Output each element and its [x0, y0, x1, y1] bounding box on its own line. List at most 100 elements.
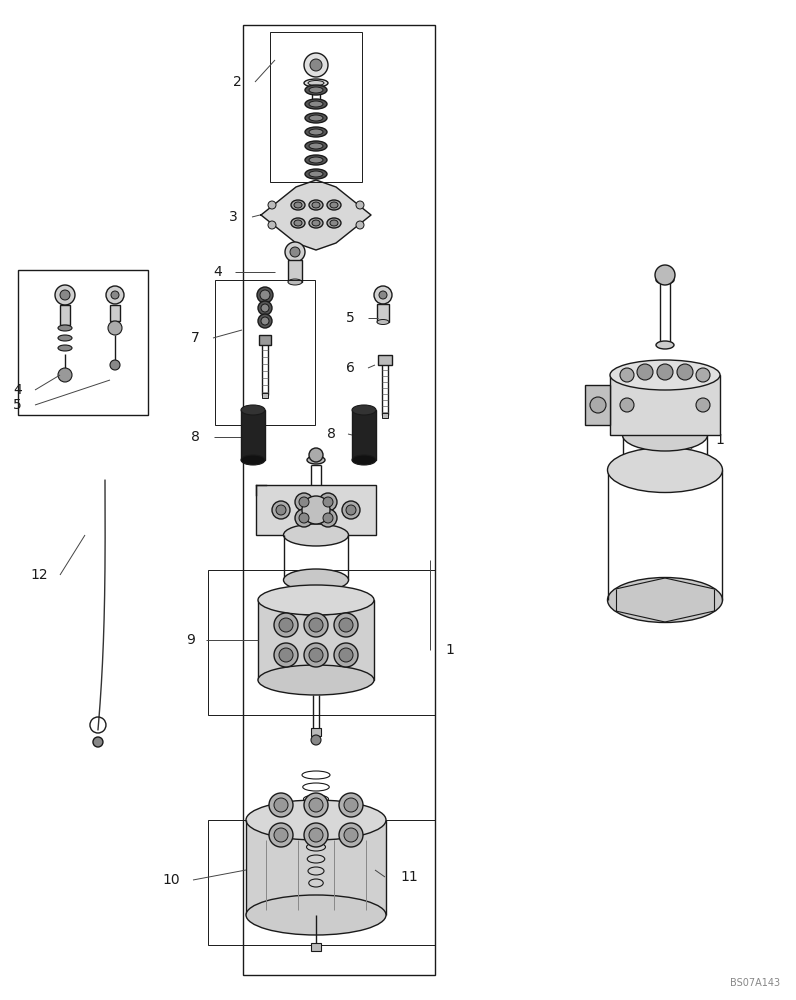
Circle shape: [260, 290, 270, 300]
Circle shape: [304, 793, 328, 817]
Ellipse shape: [304, 79, 328, 87]
Circle shape: [344, 828, 358, 842]
Circle shape: [334, 643, 358, 667]
Circle shape: [290, 247, 300, 257]
Ellipse shape: [283, 524, 349, 546]
Circle shape: [323, 513, 333, 523]
Ellipse shape: [305, 113, 327, 123]
Ellipse shape: [330, 220, 338, 226]
Bar: [270, 32, 362, 182]
Circle shape: [655, 265, 675, 285]
Circle shape: [60, 290, 70, 300]
Bar: [256, 485, 376, 535]
Circle shape: [310, 59, 322, 71]
Bar: [288, 260, 302, 282]
Circle shape: [304, 613, 328, 637]
Bar: [377, 304, 389, 322]
Ellipse shape: [330, 202, 338, 208]
Text: BS07A143: BS07A143: [730, 978, 780, 988]
Bar: [352, 410, 376, 460]
Ellipse shape: [305, 155, 327, 165]
Bar: [382, 413, 388, 418]
Ellipse shape: [246, 800, 386, 840]
Circle shape: [334, 613, 358, 637]
Circle shape: [620, 398, 634, 412]
Circle shape: [339, 618, 353, 632]
Circle shape: [696, 398, 710, 412]
Text: 1: 1: [715, 433, 724, 447]
Circle shape: [272, 501, 290, 519]
Circle shape: [258, 301, 272, 315]
Circle shape: [311, 735, 321, 745]
Ellipse shape: [258, 665, 374, 695]
Circle shape: [261, 317, 269, 325]
Text: 7: 7: [191, 331, 200, 345]
Bar: [378, 355, 392, 365]
Circle shape: [319, 509, 337, 527]
Circle shape: [269, 793, 293, 817]
Circle shape: [339, 793, 363, 817]
Circle shape: [323, 497, 333, 507]
Bar: [246, 820, 386, 915]
Circle shape: [696, 368, 710, 382]
Bar: [258, 600, 374, 680]
Ellipse shape: [312, 220, 320, 226]
Circle shape: [677, 364, 693, 380]
Polygon shape: [261, 180, 371, 250]
Text: 1: 1: [445, 643, 454, 657]
Ellipse shape: [309, 87, 323, 93]
Circle shape: [58, 368, 72, 382]
Ellipse shape: [656, 341, 674, 349]
Ellipse shape: [622, 419, 708, 451]
Bar: [215, 280, 315, 425]
Ellipse shape: [610, 360, 720, 390]
Circle shape: [620, 368, 634, 382]
Circle shape: [111, 291, 119, 299]
Circle shape: [339, 823, 363, 847]
Circle shape: [274, 828, 288, 842]
Ellipse shape: [294, 202, 302, 208]
Ellipse shape: [327, 200, 341, 210]
Circle shape: [108, 321, 122, 335]
Circle shape: [279, 648, 293, 662]
Bar: [241, 410, 265, 460]
Bar: [259, 335, 271, 345]
Ellipse shape: [305, 127, 327, 137]
Ellipse shape: [246, 895, 386, 935]
Ellipse shape: [305, 141, 327, 151]
Ellipse shape: [312, 202, 320, 208]
Circle shape: [309, 828, 323, 842]
Ellipse shape: [305, 85, 327, 95]
Circle shape: [302, 496, 330, 524]
Text: 8: 8: [191, 430, 200, 444]
Circle shape: [268, 201, 276, 209]
Ellipse shape: [308, 81, 324, 86]
Circle shape: [258, 314, 272, 328]
Circle shape: [285, 242, 305, 262]
Ellipse shape: [352, 455, 376, 465]
Circle shape: [309, 648, 323, 662]
Ellipse shape: [327, 218, 341, 228]
Ellipse shape: [291, 218, 305, 228]
Circle shape: [268, 221, 276, 229]
Ellipse shape: [305, 99, 327, 109]
Ellipse shape: [309, 200, 323, 210]
Ellipse shape: [258, 585, 374, 615]
Text: 11: 11: [400, 870, 418, 884]
Ellipse shape: [241, 405, 265, 415]
Circle shape: [342, 501, 360, 519]
Circle shape: [304, 53, 328, 77]
Text: 8: 8: [327, 427, 336, 441]
Text: 3: 3: [229, 210, 238, 224]
Circle shape: [274, 798, 288, 812]
Text: 5: 5: [346, 311, 355, 325]
Circle shape: [319, 493, 337, 511]
Circle shape: [55, 285, 75, 305]
Circle shape: [299, 513, 309, 523]
Ellipse shape: [309, 129, 323, 135]
Text: 9: 9: [186, 633, 195, 647]
Circle shape: [93, 737, 103, 747]
Ellipse shape: [309, 101, 323, 107]
Bar: [311, 728, 321, 736]
Ellipse shape: [58, 325, 72, 331]
